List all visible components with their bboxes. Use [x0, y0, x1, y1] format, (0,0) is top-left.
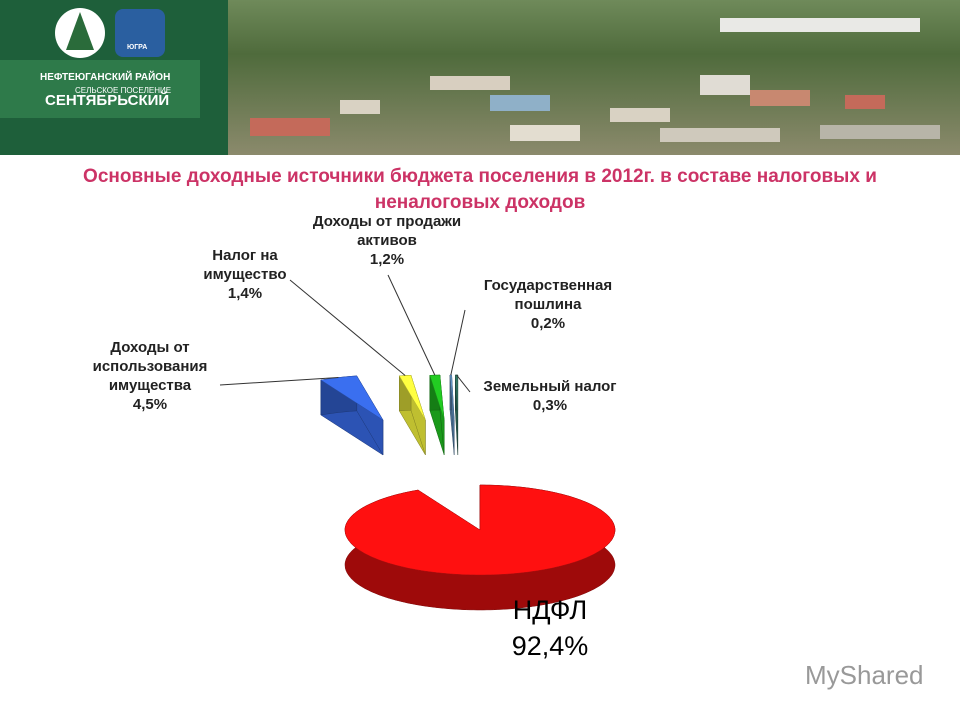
value-label: 4,5%	[132, 396, 168, 413]
coat-of-arms	[115, 9, 165, 57]
value-label: 1,2%	[369, 251, 405, 268]
value-label: 0,3%	[532, 397, 568, 414]
pie-slice	[398, 375, 426, 421]
category-label: Налог на имущество	[203, 247, 287, 283]
value-label: 0,2%	[530, 315, 566, 332]
leader-line	[289, 279, 406, 376]
buildings	[250, 18, 940, 142]
settlement-type: СЕЛЬСКОЕ ПОСЕЛЕНИЕ	[75, 86, 172, 95]
leader-line	[450, 309, 466, 376]
leader-line	[219, 377, 339, 386]
leader-line	[456, 374, 471, 393]
category-label: Доходы от использования имущества	[92, 339, 208, 394]
settlement: СЕНТЯБРЬСКИЙ	[45, 92, 170, 109]
category-label: Доходы от продажи активов	[312, 213, 462, 249]
emblem-text: ЮГРА	[127, 44, 148, 51]
value-label: 1,4%	[227, 285, 263, 302]
chart-title: Основные доходные источники бюджета посе…	[83, 166, 877, 213]
logo-band	[0, 60, 200, 118]
district: НЕФТЕЮГАНСКИЙ РАЙОН	[40, 72, 171, 83]
category-label: Земельный налог	[483, 378, 617, 395]
watermark: MyShared	[805, 660, 924, 690]
category-label: Государственная пошлина	[483, 277, 613, 313]
value-label: 92,4%	[511, 631, 589, 661]
pie-slice	[344, 484, 616, 576]
category-label: НДФЛ	[512, 595, 588, 625]
leader-line	[387, 274, 436, 376]
logo-tree	[66, 12, 94, 50]
